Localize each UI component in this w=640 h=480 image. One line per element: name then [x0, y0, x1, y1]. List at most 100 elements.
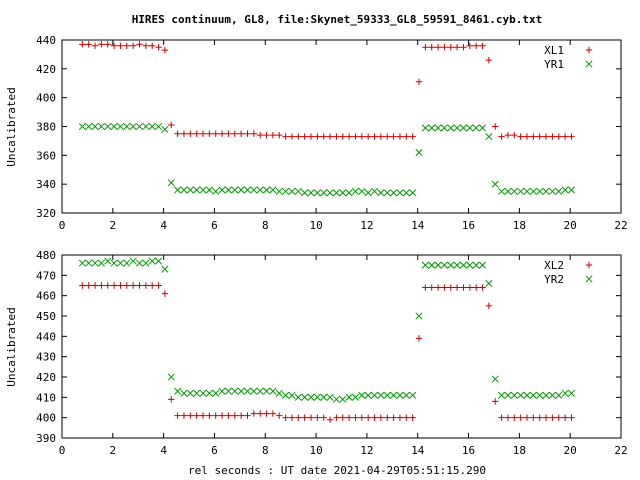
data-point — [129, 282, 137, 289]
data-point — [567, 186, 576, 194]
data-point — [155, 257, 163, 265]
y-tick-label: 400 — [36, 92, 56, 105]
y-tick-label: 430 — [36, 351, 56, 364]
data-point — [434, 261, 442, 269]
data-point — [199, 412, 207, 419]
data-point — [129, 42, 137, 49]
data-point — [504, 187, 512, 195]
data-point — [206, 130, 213, 137]
data-point — [161, 290, 169, 297]
data-point — [453, 124, 461, 132]
data-point — [85, 41, 92, 48]
x-tick-label: 10 — [309, 444, 322, 457]
data-point — [91, 259, 99, 267]
data-point — [301, 133, 308, 140]
data-point — [136, 282, 143, 289]
y-tick-label: 340 — [36, 178, 56, 191]
data-point — [135, 259, 144, 267]
data-point — [523, 414, 531, 421]
data-point — [199, 130, 207, 137]
data-point — [498, 187, 506, 195]
data-point — [148, 257, 156, 265]
x-tick-label: 0 — [59, 444, 66, 457]
data-point — [530, 133, 537, 140]
data-point — [224, 387, 232, 395]
data-point — [123, 282, 130, 289]
data-point — [186, 186, 194, 194]
data-point — [358, 133, 366, 140]
data-point — [117, 42, 124, 49]
data-point — [123, 259, 131, 267]
data-point — [269, 131, 277, 139]
data-point — [517, 414, 524, 421]
data-point — [345, 414, 353, 421]
data-point — [472, 284, 480, 291]
data-point — [403, 414, 410, 421]
data-point — [523, 187, 531, 195]
data-point — [332, 189, 340, 197]
data-point — [269, 387, 277, 395]
data-point — [409, 391, 417, 399]
data-point — [345, 133, 353, 140]
data-point — [212, 389, 220, 397]
data-point — [466, 284, 474, 291]
x-tick-label: 14 — [411, 219, 425, 232]
data-point — [440, 261, 448, 269]
data-point — [377, 414, 385, 421]
data-point — [148, 122, 156, 131]
data-point — [478, 261, 487, 269]
data-point — [485, 56, 493, 64]
data-point — [396, 391, 404, 399]
data-point — [85, 122, 93, 131]
data-point — [345, 189, 353, 197]
x-tick-label: 22 — [614, 219, 627, 232]
data-point — [326, 416, 334, 423]
data-point — [155, 282, 162, 289]
data-point — [441, 44, 448, 51]
data-point — [504, 414, 512, 421]
data-point — [269, 186, 277, 194]
data-point — [161, 125, 169, 133]
legend-label: YR1 — [544, 58, 564, 71]
data-point — [542, 133, 550, 140]
data-point — [174, 412, 181, 419]
data-point — [333, 414, 340, 421]
data-point — [320, 393, 328, 401]
data-point — [250, 130, 258, 137]
x-tick-label: 18 — [513, 444, 526, 457]
data-point — [428, 284, 435, 291]
data-point — [421, 261, 429, 269]
data-point — [295, 414, 302, 421]
x-tick-label: 4 — [160, 219, 167, 232]
data-point — [250, 186, 258, 194]
data-point — [370, 391, 379, 399]
y-tick-label: 420 — [36, 371, 56, 384]
x-tick-label: 6 — [211, 444, 218, 457]
data-point — [212, 412, 219, 419]
y-tick-label: 390 — [36, 432, 56, 445]
data-point — [440, 124, 448, 132]
data-point — [193, 130, 200, 137]
data-point — [250, 387, 258, 395]
data-point — [517, 187, 525, 195]
data-point — [142, 122, 150, 131]
data-point — [371, 133, 378, 140]
data-point — [288, 414, 296, 421]
x-tick-label: 2 — [110, 444, 117, 457]
data-point — [434, 284, 442, 291]
legend-marker — [585, 60, 593, 68]
data-point — [205, 186, 213, 194]
data-point — [415, 312, 423, 320]
data-point — [333, 133, 340, 140]
data-point — [377, 391, 385, 399]
data-point — [288, 133, 296, 140]
data-point — [276, 412, 283, 419]
data-point — [97, 122, 105, 131]
data-point — [371, 414, 378, 421]
data-point — [466, 124, 474, 132]
legend-label: XL2 — [544, 259, 564, 272]
y-tick-label: 470 — [36, 269, 56, 282]
x-tick-label: 6 — [211, 219, 218, 232]
data-point — [555, 414, 562, 421]
data-point — [548, 187, 556, 195]
